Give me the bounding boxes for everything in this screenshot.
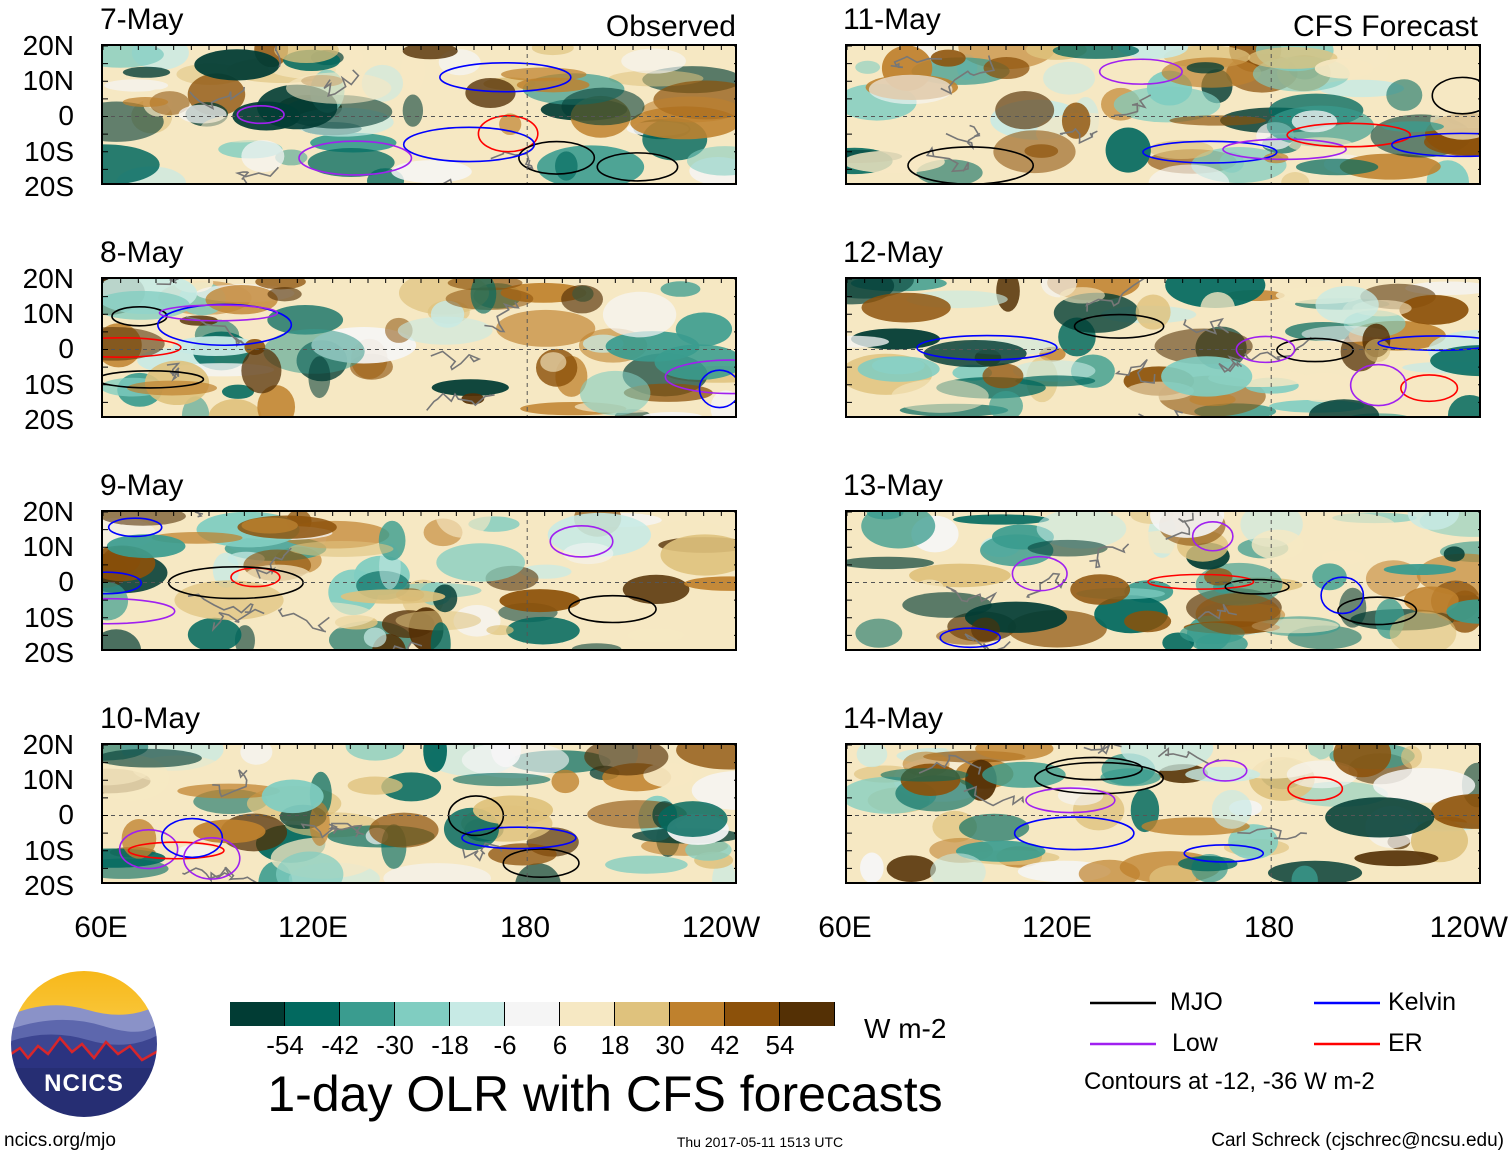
colorbar-swatch bbox=[450, 1002, 505, 1026]
colorbar-label: -6 bbox=[493, 1030, 517, 1060]
lon-label-fc-180: 180 bbox=[1243, 911, 1295, 944]
colorbar-label: 6 bbox=[552, 1030, 568, 1060]
colorbar-swatch bbox=[615, 1002, 670, 1026]
colorbar-label: -42 bbox=[321, 1030, 359, 1060]
lon-label-obs-60e: 60E bbox=[74, 911, 128, 944]
lat-label: 10N bbox=[22, 298, 74, 329]
forecast-header: CFS Forecast bbox=[1292, 10, 1478, 43]
colorbar-swatch bbox=[285, 1002, 340, 1026]
lat-label: 20N bbox=[22, 496, 74, 527]
colorbar-label: 54 bbox=[765, 1030, 795, 1060]
colorbar-swatch bbox=[340, 1002, 395, 1026]
lat-label: 20N bbox=[22, 263, 74, 294]
lat-label: 10N bbox=[22, 531, 74, 562]
lat-label: 10N bbox=[22, 65, 74, 96]
colorbar-units: W m-2 bbox=[864, 1013, 947, 1044]
logo-text: NCICS bbox=[44, 1070, 124, 1097]
lat-label: 10S bbox=[24, 136, 74, 167]
lat-label: 20S bbox=[24, 637, 74, 668]
fc-date-3: 13-May bbox=[843, 469, 944, 502]
colorbar-swatch bbox=[560, 1002, 615, 1026]
colorbar-label: -18 bbox=[431, 1030, 469, 1060]
lon-label-fc-120w: 120W bbox=[1429, 911, 1508, 944]
obs-date-2: 8-May bbox=[100, 236, 184, 269]
lat-label: 20S bbox=[24, 870, 74, 901]
lon-label-fc-60e: 60E bbox=[818, 911, 872, 944]
lat-label: 0 bbox=[58, 566, 74, 597]
colorbar-label: 42 bbox=[710, 1030, 740, 1060]
obs-date-3: 9-May bbox=[100, 469, 184, 502]
lat-label: 0 bbox=[58, 333, 74, 364]
lat-label: 20S bbox=[24, 171, 74, 202]
lat-label: 10S bbox=[24, 835, 74, 866]
lat-label: 20N bbox=[22, 30, 74, 61]
legend-label-er: ER bbox=[1388, 1029, 1423, 1057]
colorbar-swatch bbox=[725, 1002, 780, 1026]
lon-label-obs-120w: 120W bbox=[681, 911, 761, 944]
lon-label-fc-120e: 120E bbox=[1021, 911, 1093, 944]
observed-header: Observed bbox=[605, 10, 736, 43]
obs-date-1: 7-May bbox=[100, 3, 184, 36]
ncics-logo: NCICS bbox=[8, 968, 160, 1120]
colorbar-swatch bbox=[230, 1002, 285, 1026]
map-panel-fc-13may bbox=[845, 510, 1481, 651]
colorbar-swatch bbox=[780, 1002, 835, 1026]
fc-date-4: 14-May bbox=[843, 702, 944, 735]
figure-title: 1-day OLR with CFS forecasts bbox=[267, 1066, 943, 1122]
lon-label-obs-180: 180 bbox=[499, 911, 551, 944]
footer-url: ncics.org/mjo bbox=[4, 1130, 116, 1151]
lat-label: 10S bbox=[24, 602, 74, 633]
lat-label: 0 bbox=[58, 799, 74, 830]
colorbar-label: -54 bbox=[266, 1030, 304, 1060]
lat-label: 20S bbox=[24, 404, 74, 435]
colorbar-label: 18 bbox=[600, 1030, 630, 1060]
fc-date-1: 11-May bbox=[843, 3, 941, 36]
footer-timestamp: Thu 2017-05-11 1513 UTC bbox=[676, 1134, 844, 1150]
obs-date-4: 10-May bbox=[100, 702, 201, 735]
legend-note: Contours at -12, -36 W m-2 bbox=[1084, 1068, 1375, 1095]
map-panel-obs-10may bbox=[101, 743, 737, 884]
lat-label: 20N bbox=[22, 729, 74, 760]
colorbar-swatch bbox=[670, 1002, 725, 1026]
footer-author: Carl Schreck (cjschrec@ncsu.edu) bbox=[1211, 1130, 1504, 1151]
map-panel-fc-12may bbox=[845, 277, 1481, 418]
lat-label: 10S bbox=[24, 369, 74, 400]
lon-label-obs-120e: 120E bbox=[277, 911, 349, 944]
legend-label-kelvin: Kelvin bbox=[1388, 988, 1457, 1016]
colorbar-swatch bbox=[505, 1002, 560, 1026]
map-panel-fc-11may bbox=[845, 44, 1481, 185]
map-panel-obs-8may bbox=[101, 277, 737, 418]
map-panel-obs-9may bbox=[101, 510, 737, 651]
lat-label: 10N bbox=[22, 764, 74, 795]
lat-label: 0 bbox=[58, 100, 74, 131]
legend-label-mjo: MJO bbox=[1170, 988, 1223, 1016]
colorbar-label: 30 bbox=[655, 1030, 685, 1060]
legend-label-low: Low bbox=[1172, 1029, 1218, 1057]
colorbar-label: -30 bbox=[376, 1030, 414, 1060]
map-panel-fc-14may bbox=[845, 743, 1481, 884]
fc-date-2: 12-May bbox=[843, 236, 944, 269]
map-panel-obs-7may bbox=[101, 44, 737, 185]
colorbar-swatch bbox=[395, 1002, 450, 1026]
